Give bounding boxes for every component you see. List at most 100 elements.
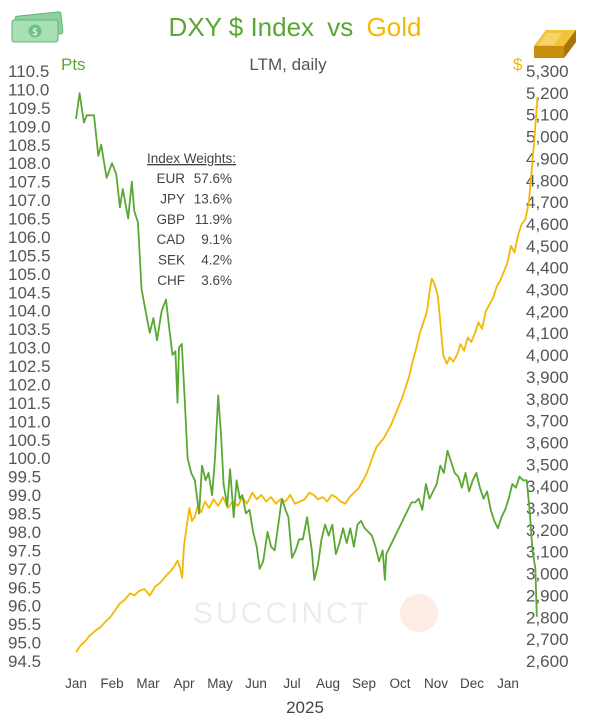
left-tick-label: 95.0 <box>8 634 41 653</box>
left-tick-label: 109.0 <box>8 117 51 136</box>
left-tick-label: 108.5 <box>8 136 51 155</box>
x-tick-label: Jun <box>245 676 267 691</box>
weight-percent: 4.2% <box>201 253 232 268</box>
left-tick-label: 100.5 <box>8 431 51 450</box>
x-tick-label: May <box>207 676 233 691</box>
right-tick-label: 3,600 <box>526 433 569 452</box>
right-axis-unit: $ <box>513 55 523 74</box>
left-tick-label: 97.0 <box>8 560 41 579</box>
right-tick-label: 3,000 <box>526 565 569 584</box>
right-tick-label: 4,900 <box>526 149 569 168</box>
weight-percent: 13.6% <box>194 191 232 206</box>
right-tick-label: 3,900 <box>526 368 569 387</box>
left-tick-label: 96.5 <box>8 578 41 597</box>
left-tick-label: 101.0 <box>8 412 51 431</box>
left-tick-label: 110.0 <box>8 80 49 99</box>
watermark-text: SUCCINCT <box>193 597 372 630</box>
x-tick-label: Dec <box>460 676 484 691</box>
gold-series-line <box>75 97 539 653</box>
left-tick-label: 110.5 <box>8 62 49 81</box>
right-tick-label: 4,600 <box>526 215 569 234</box>
right-tick-label: 5,100 <box>526 106 569 125</box>
right-tick-label: 5,300 <box>526 62 569 81</box>
right-tick-label: 3,700 <box>526 412 569 431</box>
watermark-logo-icon <box>400 594 438 632</box>
left-tick-label: 107.5 <box>8 173 51 192</box>
left-tick-label: 108.0 <box>8 154 51 173</box>
right-tick-label: 4,700 <box>526 193 569 212</box>
x-tick-label: Sep <box>352 676 376 691</box>
left-tick-label: 102.0 <box>8 375 51 394</box>
left-tick-label: 102.5 <box>8 357 51 376</box>
left-axis-unit: Pts <box>61 55 86 74</box>
right-tick-label: 2,600 <box>526 652 569 671</box>
x-axis-label: 2025 <box>286 698 324 717</box>
left-tick-label: 103.5 <box>8 320 51 339</box>
x-tick-label: Feb <box>100 676 123 691</box>
weight-currency: EUR <box>156 171 185 186</box>
weights-heading: Index Weights: <box>147 151 236 166</box>
weight-percent: 57.6% <box>194 171 232 186</box>
right-tick-label: 5,000 <box>526 128 569 147</box>
svg-text:$: $ <box>32 27 38 38</box>
right-tick-label: 4,800 <box>526 171 569 190</box>
chart-subtitle: LTM, daily <box>249 55 327 74</box>
left-tick-label: 109.5 <box>8 99 51 118</box>
left-axis: 94.595.095.596.096.597.097.598.098.599.0… <box>8 62 51 671</box>
right-tick-label: 3,300 <box>526 499 569 518</box>
title-vs: vs <box>327 12 353 42</box>
left-tick-label: 105.0 <box>8 265 51 284</box>
right-tick-label: 4,300 <box>526 281 569 300</box>
left-tick-label: 97.5 <box>8 541 41 560</box>
weight-currency: GBP <box>156 212 185 227</box>
right-tick-label: 5,200 <box>526 84 569 103</box>
x-tick-label: Jan <box>497 676 519 691</box>
right-tick-label: 3,500 <box>526 455 569 474</box>
left-tick-label: 95.5 <box>8 615 41 634</box>
left-tick-label: 104.0 <box>8 302 51 321</box>
dxy-series-line <box>75 92 538 617</box>
right-tick-label: 3,400 <box>526 477 569 496</box>
gold-bar-icon <box>534 30 576 58</box>
x-tick-label: Jan <box>65 676 87 691</box>
weight-currency: CAD <box>156 232 185 247</box>
right-tick-label: 4,000 <box>526 346 569 365</box>
left-tick-label: 107.0 <box>8 191 51 210</box>
weight-currency: CHF <box>157 273 185 288</box>
x-axis: Jan Feb Mar Apr May Jun Jul Aug Sep Oct Nov Dec Jan <box>65 676 519 691</box>
right-tick-label: 4,500 <box>526 237 569 256</box>
right-tick-label: 3,800 <box>526 390 569 409</box>
weight-percent: 9.1% <box>201 232 232 247</box>
left-tick-label: 99.5 <box>8 468 41 487</box>
left-tick-label: 99.0 <box>8 486 41 505</box>
left-tick-label: 101.5 <box>8 394 51 413</box>
left-tick-label: 96.0 <box>8 597 41 616</box>
right-tick-label: 4,100 <box>526 324 569 343</box>
chart-title: DXY $ Index vs Gold <box>169 12 422 42</box>
x-tick-label: Aug <box>316 676 340 691</box>
left-tick-label: 106.0 <box>8 228 51 247</box>
right-tick-label: 3,100 <box>526 543 569 562</box>
x-tick-label: Mar <box>136 676 160 691</box>
left-tick-label: 94.5 <box>8 652 41 671</box>
weight-percent: 11.9% <box>195 212 232 227</box>
weight-percent: 3.6% <box>201 273 232 288</box>
right-tick-label: 3,200 <box>526 521 569 540</box>
x-tick-label: Apr <box>173 676 195 691</box>
left-tick-label: 104.5 <box>8 283 51 302</box>
x-tick-label: Nov <box>424 676 448 691</box>
weight-currency: SEK <box>158 253 185 268</box>
right-tick-label: 2,700 <box>526 630 569 649</box>
title-dxy: DXY $ Index <box>169 12 315 42</box>
right-tick-label: 2,900 <box>526 586 569 605</box>
right-tick-label: 4,200 <box>526 302 569 321</box>
dollar-bill-icon: $ <box>11 11 64 43</box>
index-weights-table: Index Weights: EUR 57.6% JPY 13.6% GBP 11.9% CA… <box>147 151 236 288</box>
x-tick-label: Jul <box>283 676 300 691</box>
title-gold: Gold <box>367 12 422 42</box>
succinct-watermark: SUCCINCT <box>193 594 438 632</box>
weight-currency: JPY <box>160 191 185 206</box>
x-tick-label: Oct <box>389 676 410 691</box>
right-tick-label: 2,800 <box>526 608 569 627</box>
